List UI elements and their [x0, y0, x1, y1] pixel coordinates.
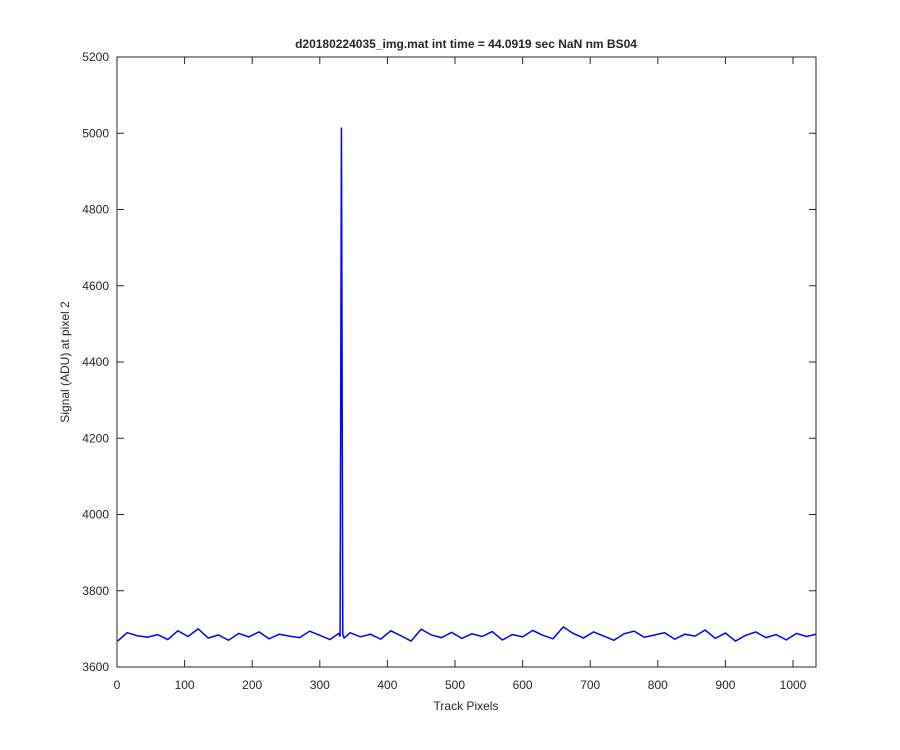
- x-tick-label: 400: [377, 678, 397, 692]
- x-axis-label: Track Pixels: [434, 699, 499, 713]
- plot-area: [116, 56, 817, 668]
- y-axis-label: Signal (ADU) at pixel 2: [58, 301, 72, 423]
- y-tick-label: 4400: [82, 355, 109, 369]
- y-tick-label: 5000: [82, 126, 109, 140]
- x-tick-label: 0: [114, 678, 121, 692]
- chart-title: d20180224035_img.mat int time = 44.0919 …: [295, 37, 637, 51]
- y-tick-label: 3600: [82, 660, 109, 674]
- x-tick-label: 700: [580, 678, 600, 692]
- x-tick-label: 1000: [780, 678, 807, 692]
- y-tick-label: 3800: [82, 584, 109, 598]
- y-tick-label: 5200: [82, 50, 109, 64]
- x-tick-label: 100: [175, 678, 195, 692]
- y-tick-label: 4000: [82, 508, 109, 522]
- x-tick-label: 500: [445, 678, 465, 692]
- x-tick-label: 900: [715, 678, 735, 692]
- y-tick-label: 4800: [82, 203, 109, 217]
- data-line: [117, 127, 817, 643]
- x-tick-label: 200: [242, 678, 262, 692]
- y-tick-label: 4200: [82, 431, 109, 445]
- x-tick-label: 600: [513, 678, 533, 692]
- x-tick-label: 800: [648, 678, 668, 692]
- x-tick-label: 300: [310, 678, 330, 692]
- y-tick-label: 4600: [82, 279, 109, 293]
